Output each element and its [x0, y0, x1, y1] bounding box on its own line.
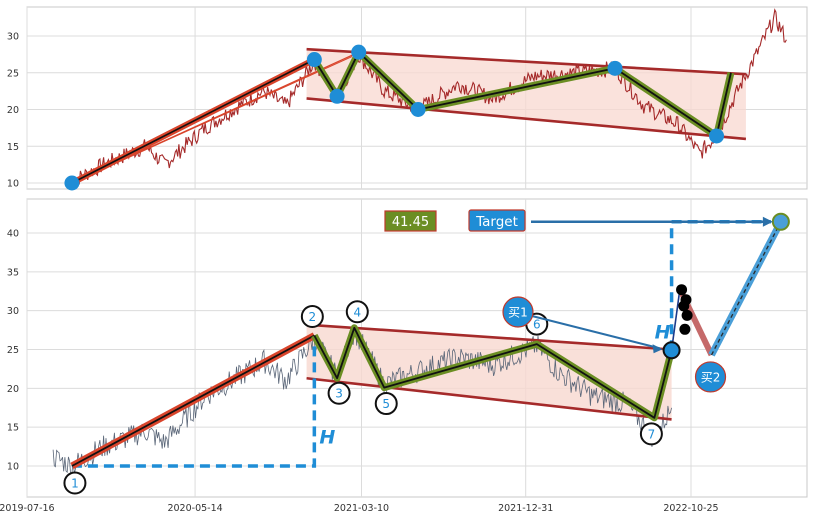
- bottom-panel-plot: H H 1 2 3 4 5 6 7 41.45 Target 买1 买2: [52, 209, 790, 495]
- buy1-label: 买1: [508, 306, 528, 320]
- pivot-label-5: 5: [374, 392, 398, 416]
- pivot-label-text: 4: [353, 305, 361, 319]
- buy2-label: 买2: [701, 370, 721, 384]
- top-pivot-point: [306, 52, 322, 68]
- top-pivot-point: [351, 44, 367, 60]
- bottom-panel-y-tick-label: 40: [7, 229, 19, 240]
- bottom-panel-y-tick-label: 30: [7, 306, 19, 317]
- bottom-target-point: [771, 212, 790, 231]
- pivot-label-4: 4: [345, 300, 369, 324]
- pivot-label-text: 2: [309, 310, 317, 324]
- pivot-label-7: 7: [639, 422, 663, 446]
- bottom-h-measure: [71, 335, 317, 468]
- buy2-bg: [694, 361, 727, 393]
- bottom-panel-y-tick-label: 20: [7, 384, 19, 395]
- bottom-breakout-point: [662, 341, 681, 360]
- buy1-marker: 买1: [502, 296, 534, 328]
- bottom-panel-y-tick-label: 25: [7, 345, 19, 356]
- buy1-bg: [502, 296, 534, 328]
- bottom-zigzag-inner: [313, 326, 673, 419]
- bottom-forecast-up-outer: [708, 220, 784, 357]
- top-pivot-point: [329, 88, 345, 104]
- price-box-bg: [384, 210, 437, 232]
- bottom-black-dot: [676, 284, 688, 296]
- bottom-h-label-2: H: [655, 321, 671, 343]
- x-tick-label: 2019-07-16: [0, 503, 55, 514]
- bottom-black-dot: [679, 323, 691, 335]
- bottom-panel-y-tick-label: 35: [7, 267, 19, 278]
- buy1-arrow-line: [531, 315, 660, 350]
- bottom-black-dot: [681, 309, 693, 321]
- pivot-label-circle: [327, 381, 351, 405]
- top-trend-core: [71, 58, 315, 184]
- top-channel-lower: [306, 97, 747, 141]
- bottom-channel-upper: [306, 323, 672, 351]
- pivot-label-text: 6: [533, 318, 541, 332]
- pivot-label-circle: [300, 305, 324, 329]
- pivot-label-3: 3: [327, 381, 351, 405]
- x-tick-label: 2020-05-14: [167, 503, 222, 514]
- top-panel-y-tick-label: 25: [7, 68, 19, 79]
- x-tick-label: 2021-03-10: [334, 503, 389, 514]
- top-channel-upper: [306, 47, 746, 76]
- pivot-label-text: 1: [71, 477, 79, 491]
- target-arrow-head: [762, 216, 773, 227]
- target-box-bg: [468, 209, 526, 232]
- bottom-trend-core: [71, 334, 315, 467]
- top-pivot-point: [607, 60, 623, 76]
- pivot-label-circle: [639, 422, 663, 446]
- pivot-label-text: 7: [648, 427, 656, 441]
- top-panel-y-tick-label: 15: [7, 142, 19, 153]
- x-tick-label: 2021-12-31: [498, 503, 553, 514]
- price-box-label: 41.45: [392, 215, 429, 230]
- pivot-label-circle: [374, 392, 398, 416]
- target-box-label: Target: [475, 214, 518, 230]
- pivot-label-text: 3: [335, 387, 343, 401]
- top-panel-y-tick-label: 30: [7, 32, 19, 43]
- top-panel-y-tick-label: 10: [7, 179, 19, 190]
- pivot-label-1: 1: [63, 471, 87, 495]
- price-box: 41.45: [384, 210, 437, 232]
- pivot-label-circle: [345, 300, 369, 324]
- bottom-h-label-1: H: [319, 426, 335, 448]
- pivot-label-circle: [63, 471, 87, 495]
- bottom-forecast-rise: [670, 288, 681, 351]
- target-box: Target: [468, 209, 526, 232]
- top-trend-thin-2: [71, 56, 353, 184]
- buy1-arrow-head: [652, 344, 663, 354]
- top-rally-inner: [715, 72, 732, 137]
- top-pivot-point: [709, 128, 725, 144]
- pivot-label-2: 2: [300, 305, 324, 329]
- top-panel-y-tick-label: 20: [7, 105, 19, 116]
- top-channel-fill: [306, 49, 746, 139]
- bottom-panel-y-tick-label: 15: [7, 423, 19, 434]
- top-panel-plot: [64, 8, 787, 191]
- buy2-marker: 买2: [694, 361, 727, 393]
- pivot-label-text: 5: [382, 397, 390, 411]
- top-pivot-point: [64, 175, 80, 191]
- x-tick-label: 2022-10-25: [663, 503, 718, 514]
- top-price-series: [71, 8, 787, 189]
- bottom-panel-y-tick-label: 10: [7, 462, 19, 473]
- bottom-channel-lower: [306, 376, 672, 421]
- bottom-black-dot: [678, 300, 690, 312]
- top-pivot-point: [410, 102, 426, 117]
